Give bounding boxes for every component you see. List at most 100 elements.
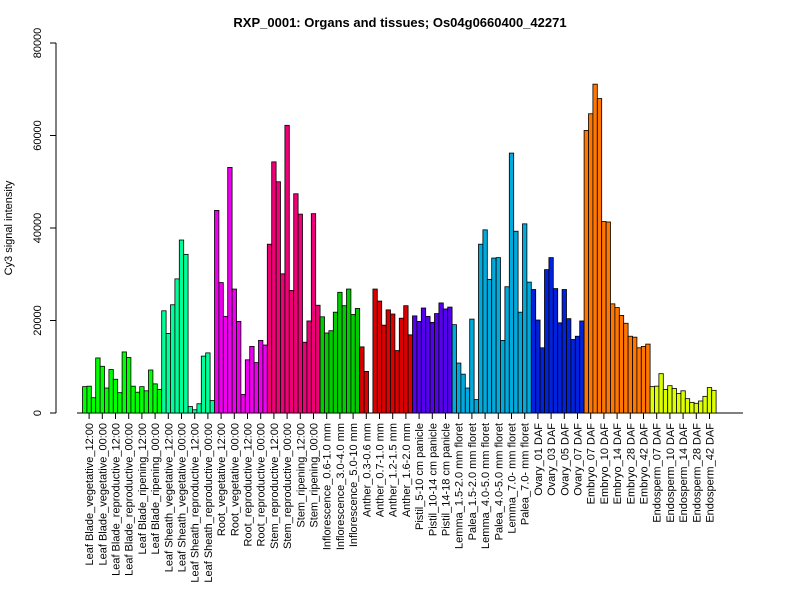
bar — [240, 394, 246, 414]
bar — [134, 391, 141, 414]
bar — [293, 193, 299, 414]
bar — [170, 304, 176, 414]
bar — [271, 161, 277, 414]
bar — [82, 386, 88, 414]
category-label: Embryo_28 DAF — [625, 423, 637, 505]
bar — [376, 300, 383, 414]
bar — [407, 334, 413, 414]
bar — [200, 355, 207, 414]
bar — [605, 221, 611, 414]
bar — [139, 386, 145, 414]
bar — [680, 390, 686, 414]
bar — [618, 315, 625, 414]
category-label: Palea_7.0- mm floret — [520, 423, 532, 525]
bar — [649, 386, 655, 414]
bar — [104, 387, 110, 414]
category-label: Embryo_07 DAF — [586, 423, 598, 505]
category-label: Inflorescence_5.0-10 mm — [348, 423, 360, 547]
bar — [192, 409, 198, 414]
bar — [297, 213, 303, 414]
category-label: Inflorescence_0.6-1.0 mm — [322, 423, 334, 550]
category-labels: Leaf Blade_vegetative_12:00 Leaf Blade_ve… — [84, 423, 716, 583]
bar — [676, 393, 682, 414]
bar — [645, 343, 651, 414]
category-label: Leaf Blade_reproductive_00:00 — [124, 423, 136, 576]
bar — [614, 307, 620, 414]
bar — [346, 288, 352, 414]
bar — [442, 308, 449, 414]
category-label: Embryo_14 DAF — [612, 423, 624, 505]
bar — [671, 388, 677, 414]
bar — [253, 362, 259, 414]
bar — [385, 309, 391, 414]
y-tick-label: 80000 — [32, 28, 44, 59]
bar — [596, 98, 603, 414]
bar — [328, 330, 334, 414]
category-label: Leaf Blade_vegetative_00:00 — [97, 423, 109, 566]
bar — [522, 223, 528, 414]
bar — [535, 319, 541, 414]
bar — [280, 273, 286, 414]
y-tick-label: 0 — [32, 410, 44, 416]
bar — [711, 389, 717, 414]
bar — [222, 315, 229, 414]
category-label: Endosperm_10 DAF — [665, 423, 677, 523]
bar — [95, 357, 101, 414]
bar — [214, 210, 220, 414]
bar — [306, 320, 312, 414]
bar — [456, 362, 462, 414]
bar — [482, 229, 488, 414]
category-label: Stem_reproductive_12:00 — [269, 423, 281, 549]
bar — [684, 398, 691, 414]
bar — [662, 389, 669, 414]
bar — [495, 257, 501, 414]
bar — [337, 291, 343, 414]
bar — [632, 336, 638, 414]
bar — [698, 400, 704, 414]
y-tick-label: 40000 — [32, 213, 44, 244]
bar — [99, 365, 105, 414]
category-label: Leaf Sheath_vegetative_12:00 — [163, 423, 175, 572]
category-label: Endosperm_14 DAF — [678, 423, 690, 523]
bar — [284, 124, 290, 414]
bar — [156, 389, 163, 414]
bar — [548, 257, 554, 414]
bar — [420, 307, 427, 414]
bar — [583, 130, 589, 414]
bar — [236, 321, 242, 414]
bar — [165, 333, 171, 414]
bar — [473, 399, 479, 414]
bar — [539, 347, 545, 414]
category-label: Leaf Sheath_reproductive_00:00 — [203, 423, 215, 583]
bar — [121, 351, 127, 414]
bar — [478, 243, 484, 414]
category-label: Leaf Blade_reproductive_12:00 — [111, 423, 123, 576]
bar — [288, 290, 295, 414]
category-label: Leaf Blade_ripening_00:00 — [150, 423, 162, 555]
bar — [174, 278, 180, 414]
bar — [315, 304, 321, 414]
category-label: Ovary_07 DAF — [573, 423, 585, 496]
category-label: Leaf Sheath_vegetative_00:00 — [177, 423, 189, 572]
bar — [504, 286, 510, 414]
bar — [227, 167, 233, 414]
bar — [429, 321, 435, 414]
bar — [310, 213, 317, 414]
bar — [90, 397, 97, 414]
bar — [341, 305, 347, 414]
bar — [324, 332, 330, 414]
bar — [610, 303, 616, 414]
bar — [266, 243, 273, 414]
bar — [319, 316, 325, 414]
category-label: Ovary_03 DAF — [546, 423, 558, 496]
bar — [363, 370, 369, 414]
category-label: Endosperm_07 DAF — [652, 423, 664, 523]
bar — [152, 383, 158, 414]
category-label: Leaf Blade_ripening_12:00 — [137, 423, 149, 555]
category-label: Anther_0.3-0.6 mm — [361, 423, 373, 517]
bar — [486, 278, 493, 414]
category-label: Root_vegetative_12:00 — [216, 423, 228, 536]
bar — [205, 352, 211, 414]
bar — [425, 315, 431, 414]
